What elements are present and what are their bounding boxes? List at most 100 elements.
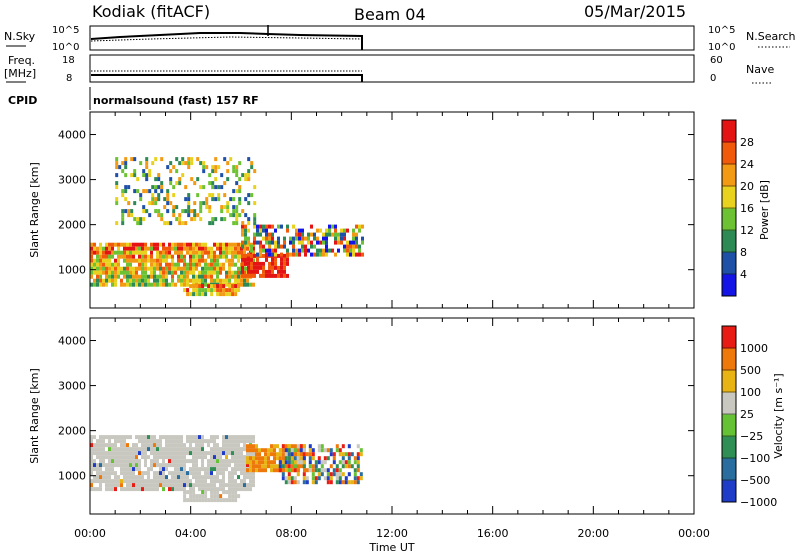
data-cell (268, 232, 271, 237)
data-cell (189, 266, 192, 271)
data-cell (237, 258, 240, 263)
data-cell (256, 257, 259, 262)
data-cell (228, 471, 231, 476)
data-cell (177, 439, 180, 444)
data-cell (204, 490, 208, 495)
data-cell (147, 258, 150, 263)
data-cell (252, 242, 255, 247)
data-cell (325, 232, 328, 237)
data-cell (201, 242, 204, 247)
data-cell (216, 463, 219, 468)
data-cell (153, 475, 156, 480)
data-cell (138, 487, 141, 492)
data-cell (217, 185, 221, 190)
y-tick-label: 1000 (58, 470, 86, 483)
data-cell (169, 181, 173, 186)
data-cell (222, 262, 225, 267)
data-cell (289, 236, 292, 241)
data-cell (163, 221, 167, 226)
data-cell (192, 487, 195, 492)
data-cell (139, 197, 143, 202)
data-cell (231, 435, 234, 440)
data-cell (201, 258, 204, 263)
data-cell (296, 472, 300, 477)
data-cell (210, 254, 213, 259)
data-cell (177, 262, 180, 267)
data-cell (105, 242, 108, 247)
data-cell (141, 270, 144, 275)
data-cell (168, 459, 171, 464)
data-cell (311, 480, 315, 485)
data-cell (222, 250, 225, 255)
data-cell (219, 451, 222, 456)
data-cell (359, 472, 363, 477)
data-cell (219, 246, 222, 251)
data-cell (240, 250, 243, 255)
data-cell (268, 265, 271, 270)
data-cell (255, 452, 258, 457)
data-cell (304, 244, 307, 249)
data-cell (186, 439, 189, 444)
data-cell (177, 467, 180, 472)
data-cell (138, 266, 141, 271)
data-cell (298, 236, 301, 241)
data-cell (267, 464, 270, 469)
data-cell (196, 193, 200, 198)
data-cell (124, 165, 128, 170)
data-cell (334, 224, 337, 229)
data-cell (241, 240, 244, 245)
data-cell (115, 197, 119, 202)
data-cell (138, 246, 141, 251)
data-cell (228, 443, 231, 448)
data-cell (127, 213, 131, 218)
data-cell (228, 435, 231, 440)
data-cell (99, 270, 102, 275)
data-cell (332, 456, 336, 461)
data-cell (138, 459, 141, 464)
data-cell (96, 266, 99, 271)
data-cell (171, 266, 174, 271)
data-cell (132, 471, 135, 476)
data-cell (228, 447, 231, 452)
data-cell (259, 261, 262, 266)
nsearch-label: N.Search (746, 30, 796, 43)
data-cell (225, 258, 228, 263)
data-cell (165, 467, 168, 472)
data-cell (165, 443, 168, 448)
data-cell (271, 273, 274, 278)
data-cell (231, 246, 234, 251)
data-cell (177, 435, 180, 440)
data-cell (225, 254, 228, 259)
data-cell (326, 476, 330, 481)
data-cell (219, 270, 222, 275)
data-cell (192, 246, 195, 251)
data-cell (271, 252, 274, 257)
data-cell (130, 213, 134, 218)
data-cell (352, 232, 355, 237)
data-cell (271, 236, 274, 241)
data-cell (90, 479, 93, 484)
colorbar-swatch (722, 326, 736, 349)
data-cell (162, 451, 165, 456)
data-cell (115, 185, 119, 190)
data-cell (171, 439, 174, 444)
data-cell (313, 252, 316, 257)
data-cell (228, 246, 231, 251)
data-cell (213, 483, 216, 488)
data-cell (276, 456, 279, 461)
data-cell (195, 288, 199, 293)
data-cell (189, 242, 192, 247)
data-cell (235, 209, 239, 214)
data-cell (358, 244, 361, 249)
data-cell (210, 270, 213, 275)
data-cell (252, 246, 255, 251)
data-cell (126, 435, 129, 440)
data-cell (99, 447, 102, 452)
data-cell (241, 173, 245, 178)
data-cell (105, 471, 108, 476)
data-cell (102, 463, 105, 468)
data-cell (93, 435, 96, 440)
data-cell (145, 177, 149, 182)
x-tick-label: 00:00 (74, 527, 106, 540)
data-cell (219, 479, 222, 484)
